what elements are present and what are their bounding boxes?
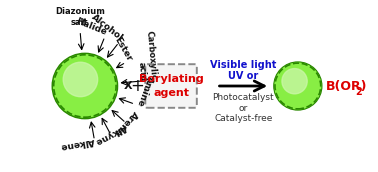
Text: Photocatalyst: Photocatalyst	[212, 93, 274, 102]
Text: Borylating: Borylating	[139, 74, 203, 84]
Text: 2: 2	[355, 87, 362, 97]
Text: Alkene: Alkene	[60, 136, 95, 150]
Text: Diazonium
salt: Diazonium salt	[55, 7, 105, 27]
Text: agent: agent	[153, 88, 189, 98]
Text: Visible light: Visible light	[210, 60, 277, 70]
Text: X: X	[124, 81, 132, 91]
Text: Halide: Halide	[74, 16, 108, 37]
Text: Alkyne: Alkyne	[93, 122, 128, 147]
Text: Arene: Arene	[112, 109, 139, 137]
Circle shape	[274, 62, 322, 110]
Text: +: +	[130, 77, 144, 95]
Text: UV or: UV or	[228, 71, 259, 81]
Text: B(OR): B(OR)	[326, 79, 367, 93]
Text: Ester: Ester	[112, 35, 133, 62]
Circle shape	[54, 55, 116, 117]
Text: Carboxylic
acid: Carboxylic acid	[134, 30, 158, 81]
Text: Alcohol: Alcohol	[89, 13, 124, 43]
Text: Catalyst-free: Catalyst-free	[214, 114, 273, 123]
FancyBboxPatch shape	[145, 64, 197, 108]
Circle shape	[63, 62, 98, 97]
Circle shape	[275, 63, 321, 109]
Text: or: or	[239, 104, 248, 113]
Text: Amine: Amine	[135, 74, 154, 107]
Circle shape	[282, 69, 307, 94]
Circle shape	[52, 53, 118, 119]
